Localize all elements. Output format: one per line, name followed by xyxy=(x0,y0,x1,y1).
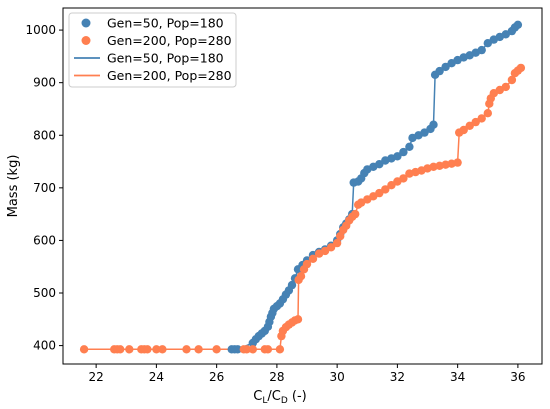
legend-marker xyxy=(81,36,91,45)
y-tick-label: 700 xyxy=(33,181,56,195)
x-tick-label: 36 xyxy=(510,370,525,384)
data-point-s1-11 xyxy=(194,345,203,354)
series-points-gen50 xyxy=(227,20,523,354)
plot-frame xyxy=(62,7,543,365)
legend-label: Gen=50, Pop=180 xyxy=(107,16,224,31)
data-point-s1-29 xyxy=(302,259,312,269)
legend-label: Gen=200, Pop=280 xyxy=(107,68,232,83)
x-axis-label-sub2: D xyxy=(281,396,288,406)
series-line-gen200 xyxy=(84,67,522,351)
data-point-s1-33 xyxy=(326,243,336,252)
data-point-s0-58 xyxy=(477,45,486,55)
data-point-s1-69 xyxy=(501,82,510,92)
data-point-s0-49 xyxy=(429,120,438,129)
data-point-s1-10 xyxy=(182,345,191,354)
data-point-s1-12 xyxy=(212,345,221,354)
data-point-s0-44 xyxy=(405,142,414,151)
legend-label: Gen=200, Pop=280 xyxy=(107,33,232,48)
data-point-s1-17 xyxy=(263,345,273,354)
data-point-s1-64 xyxy=(483,109,492,118)
data-point-s1-15 xyxy=(248,345,257,354)
data-point-s1-0 xyxy=(79,345,89,354)
x-tick-label: 22 xyxy=(88,370,103,384)
data-point-s0-43 xyxy=(399,147,408,157)
y-tick-label: 900 xyxy=(33,76,56,90)
data-point-s1-58 xyxy=(453,158,462,167)
data-point-s0-2 xyxy=(233,345,242,354)
data-point-s1-27 xyxy=(296,272,306,281)
data-point-s1-9 xyxy=(158,345,167,354)
x-tick-label: 34 xyxy=(450,370,465,384)
x-tick-label: 26 xyxy=(209,370,224,384)
x-axis-ticks: 22 24 26 28 30 32 34 36 xyxy=(88,364,526,384)
data-point-s1-34 xyxy=(332,238,342,248)
data-point-s0-39 xyxy=(375,160,384,169)
x-tick-label: 30 xyxy=(330,370,345,384)
data-point-s1-35 xyxy=(336,232,345,241)
x-axis-label-main: C xyxy=(253,389,262,404)
data-point-s1-62 xyxy=(471,117,480,127)
data-point-s1-70 xyxy=(507,75,517,85)
legend-marker xyxy=(81,18,91,28)
data-point-s0-65 xyxy=(513,20,523,29)
data-point-s0-42 xyxy=(393,152,402,161)
data-point-s1-46 xyxy=(381,185,390,194)
data-point-s1-63 xyxy=(477,114,486,123)
legend-label: Gen=50, Pop=180 xyxy=(107,51,224,66)
x-axis-label: CL/CD (-) xyxy=(253,389,306,406)
y-axis-label: Mass (kg) xyxy=(6,155,21,218)
data-point-s1-3 xyxy=(116,345,125,354)
x-axis-label-sub1: L xyxy=(262,396,267,406)
data-point-s1-25 xyxy=(293,315,303,324)
y-tick-label: 800 xyxy=(33,128,56,142)
series-line-gen50 xyxy=(231,24,519,351)
data-point-s0-51 xyxy=(435,66,444,76)
data-point-s1-61 xyxy=(465,121,474,130)
legend: Gen=50, Pop=180 Gen=200, Pop=280 Gen=50, P… xyxy=(68,12,237,88)
series-line-1 xyxy=(84,67,522,351)
y-tick-label: 500 xyxy=(33,286,56,300)
data-point-s1-45 xyxy=(375,188,384,198)
series-line-0 xyxy=(231,24,519,351)
data-point-s1-60 xyxy=(459,125,468,135)
data-point-s0-18 xyxy=(287,280,297,290)
x-axis-label-unit: (-) xyxy=(288,389,307,404)
x-axis-label-slash: /C xyxy=(267,389,280,404)
data-point-s1-7 xyxy=(143,345,152,354)
data-point-s1-30 xyxy=(308,254,318,263)
data-point-s1-14 xyxy=(242,345,251,354)
y-tick-label: 1000 xyxy=(25,23,56,37)
series-points-gen200 xyxy=(79,63,526,354)
data-point-s1-49 xyxy=(399,174,408,183)
data-point-s1-73 xyxy=(516,63,526,73)
legend-frame xyxy=(68,12,237,88)
x-tick-label: 28 xyxy=(269,370,284,384)
data-point-s1-8 xyxy=(152,345,161,354)
y-tick-label: 600 xyxy=(33,233,56,247)
data-point-s0-52 xyxy=(441,62,450,72)
x-tick-label: 24 xyxy=(149,370,164,384)
data-point-s1-18 xyxy=(275,345,285,354)
y-tick-label: 400 xyxy=(33,339,56,353)
data-point-s0-47 xyxy=(420,128,429,137)
y-axis-ticks: 400 500 600 700 800 900 1000 xyxy=(25,23,63,353)
data-point-s1-4 xyxy=(125,345,134,354)
x-tick-label: 32 xyxy=(390,370,405,384)
data-point-s1-47 xyxy=(387,181,396,190)
data-point-s1-40 xyxy=(351,209,360,219)
